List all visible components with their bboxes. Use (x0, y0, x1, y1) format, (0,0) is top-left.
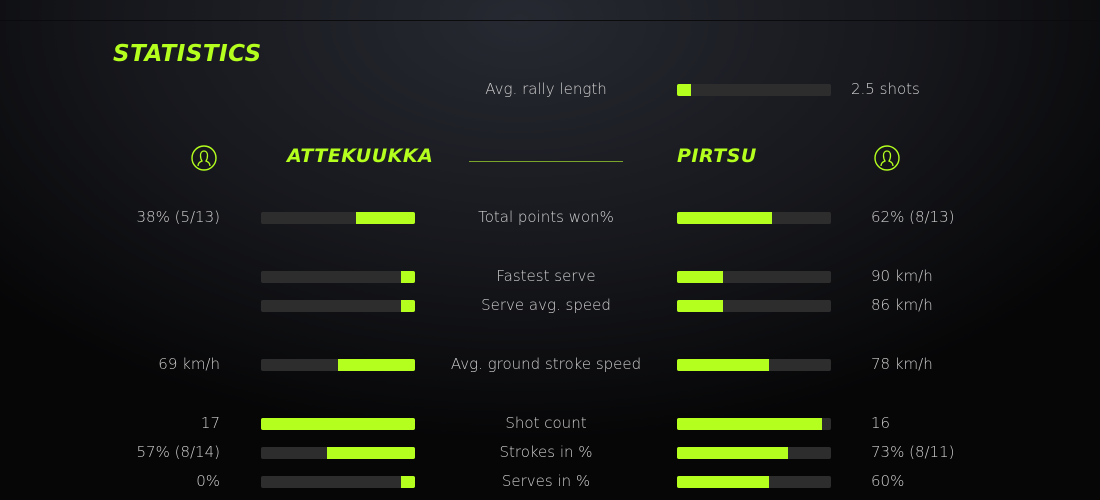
stat-right-bar (677, 476, 831, 488)
stat-left-value: 69 km/h (158, 355, 220, 373)
stat-right-value: 62% (8/13) (871, 208, 955, 226)
stat-left-value: 38% (5/13) (136, 208, 221, 226)
stat-right-value: 78 km/h (871, 355, 933, 373)
player-right-name: PIRTSU (677, 145, 757, 167)
stat-right-bar (677, 359, 831, 371)
stat-right-value: 16 (871, 414, 891, 432)
stat-right-value: 73% (8/11) (871, 443, 955, 461)
stat-right-bar (677, 271, 831, 283)
stat-right-value: 60% (871, 472, 905, 490)
user-avatar-icon (874, 145, 900, 171)
stat-right-bar-fill (677, 212, 773, 224)
user-avatar-icon (191, 145, 217, 171)
stat-right-bar-fill (677, 447, 788, 459)
stat-left-value: 0% (196, 472, 220, 490)
stat-right-value: 90 km/h (871, 267, 933, 285)
stat-left-bar-fill (401, 300, 415, 312)
stat-right-bar-fill (677, 418, 822, 430)
stat-left-bar-fill (338, 359, 415, 371)
stat-right-bar (677, 418, 831, 430)
stat-left-bar-fill (356, 212, 415, 224)
stat-left-bar (261, 476, 415, 488)
rally-label: Avg. rally length (485, 80, 607, 98)
rally-value: 2.5 shots (851, 80, 920, 98)
player-left-name: ATTEKUUKKA (287, 145, 434, 167)
stat-right-bar-fill (677, 476, 770, 488)
stat-label: Shot count (505, 414, 587, 432)
stat-label: Fastest serve (496, 267, 596, 285)
stat-left-value: 17 (200, 414, 220, 432)
stat-left-bar (261, 359, 415, 371)
stat-left-bar-fill (327, 447, 415, 459)
stat-left-bar (261, 212, 415, 224)
stat-right-bar-fill (677, 359, 770, 371)
stat-right-bar (677, 447, 831, 459)
stat-left-value: 57% (8/14) (136, 443, 221, 461)
stat-right-bar (677, 300, 831, 312)
stat-left-bar-fill (261, 418, 415, 430)
stat-label: Avg. ground stroke speed (450, 355, 642, 373)
stat-right-bar-fill (677, 300, 724, 312)
rally-bar (677, 84, 831, 96)
top-divider (0, 20, 1100, 21)
stat-right-bar (677, 212, 831, 224)
stat-left-bar (261, 300, 415, 312)
stat-left-bar-fill (401, 271, 415, 283)
page-title: STATISTICS (113, 41, 262, 67)
stat-left-bar (261, 418, 415, 430)
rally-bar-fill (677, 84, 691, 96)
stat-label: Strokes in % (499, 443, 593, 461)
stat-label: Total points won% (478, 208, 614, 226)
stat-left-bar-fill (401, 476, 415, 488)
stat-left-bar (261, 271, 415, 283)
stat-right-bar-fill (677, 271, 724, 283)
stat-left-bar (261, 447, 415, 459)
stat-right-value: 86 km/h (871, 296, 933, 314)
header-divider (469, 161, 623, 162)
stat-label: Serve avg. speed (481, 296, 611, 314)
stat-label: Serves in % (501, 472, 591, 490)
